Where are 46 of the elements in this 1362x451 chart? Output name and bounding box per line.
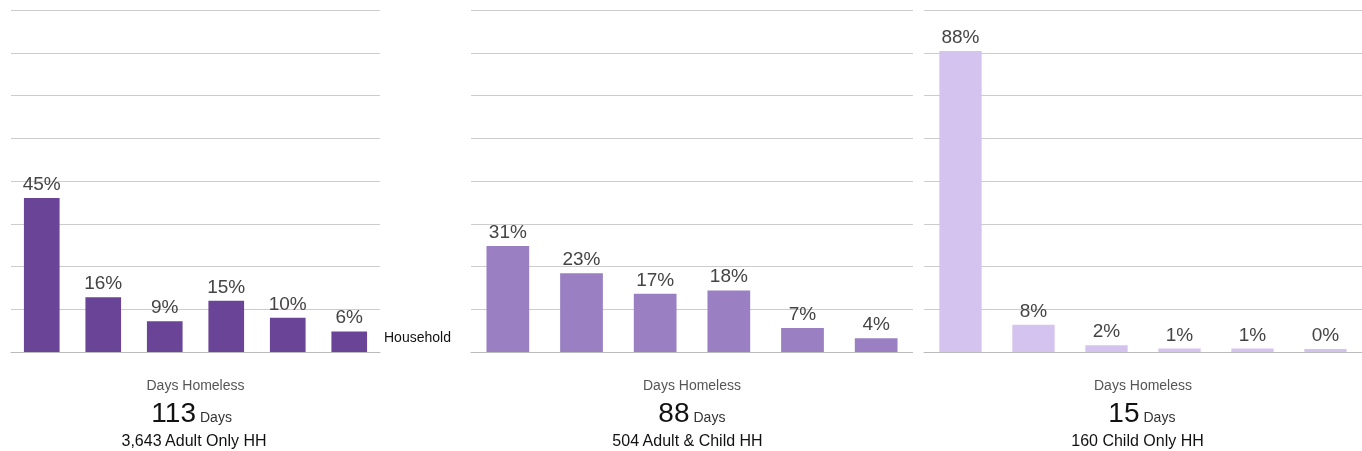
bar (23, 198, 60, 352)
data-label: 16% (84, 272, 123, 294)
text: 15 (1108, 396, 1140, 428)
bar (486, 245, 530, 352)
bar (208, 300, 245, 352)
bar (854, 338, 898, 352)
bar (707, 290, 751, 352)
bar (633, 293, 677, 352)
data-label: 18% (709, 265, 748, 287)
data-label: 88% (941, 26, 980, 48)
text: 113 (151, 396, 196, 428)
text: Days (200, 409, 232, 425)
text: Household (384, 329, 451, 345)
bar (560, 273, 603, 352)
data-label: 45% (22, 173, 61, 195)
data-label: 1% (1165, 323, 1194, 345)
bar (331, 331, 368, 352)
bar (269, 317, 306, 352)
x-axis-title: Days Homeless (642, 377, 742, 393)
text: 160 Child Only HH (1071, 431, 1204, 449)
data-label: 31% (488, 220, 527, 242)
bar (85, 297, 122, 352)
data-label: 8% (1019, 299, 1048, 321)
text: Days (693, 409, 726, 425)
data-label: 17% (636, 268, 675, 290)
data-label: 0% (1311, 324, 1340, 345)
data-label: 10% (268, 292, 307, 314)
data-label: 2% (1092, 320, 1121, 342)
bar (1012, 324, 1055, 352)
text: 504 Adult & Child HH (612, 431, 763, 449)
data-label: 7% (788, 303, 817, 325)
data-label: 9% (151, 296, 179, 318)
bar (939, 51, 982, 352)
data-label: 1% (1238, 323, 1267, 345)
x-axis-title: Days Homeless (1093, 377, 1193, 393)
data-label: 23% (562, 248, 601, 270)
data-label: 4% (862, 313, 890, 335)
text: Days (1143, 409, 1176, 425)
data-label: 6% (335, 306, 364, 328)
text: 3,643 Adult Only HH (121, 431, 267, 449)
bar (1085, 345, 1128, 352)
x-axis-title: Days Homeless (146, 377, 245, 393)
bar (146, 321, 183, 352)
data-label: 15% (207, 275, 246, 297)
bar (781, 328, 824, 352)
text: 88 (658, 396, 690, 428)
